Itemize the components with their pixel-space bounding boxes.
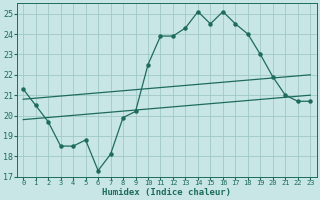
X-axis label: Humidex (Indice chaleur): Humidex (Indice chaleur) <box>102 188 231 197</box>
